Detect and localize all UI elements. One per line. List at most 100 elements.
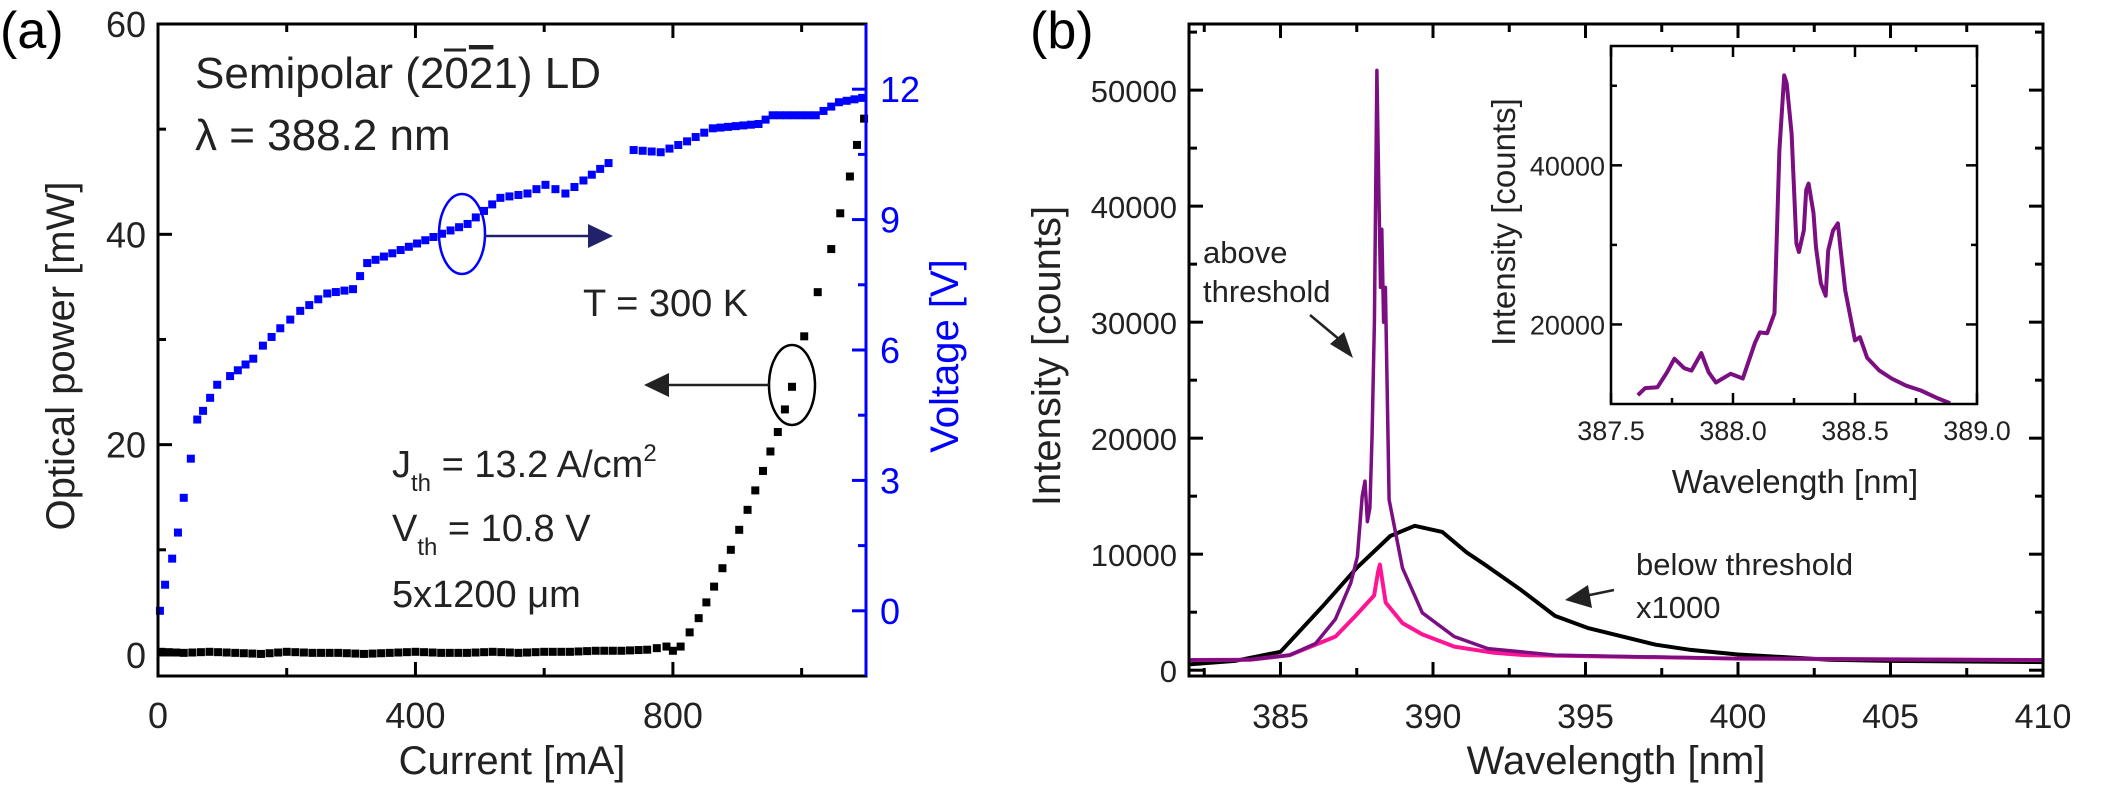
panel-b-plot-frame <box>1187 22 2045 678</box>
power-point <box>860 114 869 123</box>
y-tick-label: 50000 <box>1091 74 1177 109</box>
y-tick-label: 30000 <box>1091 306 1177 341</box>
voltage-point <box>834 98 843 107</box>
panel-b-y-axis-title: Intensity [counts] <box>1025 206 1069 506</box>
voltage-point <box>379 252 388 261</box>
voltage-point <box>683 137 692 146</box>
voltage-point <box>438 229 447 238</box>
power-point <box>308 648 317 657</box>
voltage-point <box>579 176 588 185</box>
voltage-point <box>471 213 480 222</box>
voltage-point <box>768 111 777 120</box>
inset-x-tick-label: 387.5 <box>1577 416 1645 446</box>
temperature-label: T = 300 K <box>583 283 748 325</box>
voltage-point <box>173 528 182 537</box>
power-point <box>759 466 768 475</box>
series-line-spontaneous <box>1189 562 2043 662</box>
y-tick-label: 0 <box>126 635 146 676</box>
power-point <box>827 245 836 254</box>
power-point <box>265 649 274 658</box>
device-label: Semipolar (2021) LD <box>195 49 601 98</box>
voltage-point <box>168 554 177 563</box>
voltage-point <box>241 360 250 369</box>
power-point <box>505 648 514 657</box>
voltage-point <box>396 246 405 255</box>
below-threshold-arrow-head <box>1565 585 1592 608</box>
voltage-point <box>570 183 579 191</box>
voltage-point <box>551 185 560 194</box>
power-point <box>394 648 403 657</box>
power-point <box>248 649 257 658</box>
power-point <box>668 646 677 655</box>
voltage-point <box>371 255 380 264</box>
voltage-point <box>161 580 170 589</box>
y-tick-label: 60 <box>106 4 146 45</box>
voltage-point <box>811 111 820 120</box>
x-tick-label: 800 <box>643 695 703 736</box>
inset-x-tick-label: 388.0 <box>1699 416 1767 446</box>
power-point <box>845 172 854 181</box>
power-point <box>514 648 523 657</box>
voltage-point <box>429 232 438 241</box>
above-threshold-arrow-head <box>1330 332 1353 358</box>
voltage-point <box>842 96 851 105</box>
power-point <box>462 648 471 657</box>
power-point <box>523 648 532 657</box>
voltage-point <box>331 288 340 297</box>
below-threshold-label: below threshold x1000 <box>1636 547 1862 625</box>
voltage-point <box>523 189 532 198</box>
power-point <box>662 642 671 651</box>
x-tick-label: 410 <box>2015 698 2072 736</box>
overbar-digit: 2 <box>469 49 493 98</box>
power-point <box>188 648 197 657</box>
voltage-point <box>186 454 195 463</box>
voltage-point <box>819 106 828 115</box>
panel-a-data <box>155 93 869 658</box>
jth-label: Jth = 13.2 A/cm2 <box>392 440 657 497</box>
power-point <box>488 647 497 656</box>
voltage-point <box>629 146 638 155</box>
power-point <box>565 647 574 656</box>
power-point <box>800 332 809 341</box>
panel-b: (b) 385 390 395 400 405 410 0 10000 20000 30000 40… <box>1025 2 2071 783</box>
voltage-point <box>199 406 208 415</box>
voltage-point <box>296 306 305 315</box>
voltage-point <box>213 380 222 389</box>
voltage-point <box>155 606 164 615</box>
x-tick-label: 400 <box>1710 698 1767 736</box>
panel-b-data <box>1189 68 2043 667</box>
power-point <box>179 648 188 657</box>
power-point <box>497 648 506 657</box>
voltage-point <box>314 295 323 304</box>
panel-a-y-axis-title: Optical power [mW] <box>39 182 83 531</box>
power-point <box>411 647 420 656</box>
voltage-point <box>206 393 215 402</box>
voltage-point <box>388 249 397 258</box>
panel-b-label: (b) <box>1030 2 1094 60</box>
voltage-point <box>731 122 740 131</box>
power-point <box>735 525 744 534</box>
y-right-tick-label: 12 <box>880 69 920 110</box>
power-point <box>274 648 283 657</box>
voltage-point <box>305 301 314 310</box>
power-point <box>548 647 557 656</box>
voltage-point <box>708 124 717 133</box>
power-point <box>214 648 223 657</box>
power-point <box>676 642 685 651</box>
wavelength-label: λ = 388.2 nm <box>195 111 451 160</box>
voltage-point <box>754 119 763 128</box>
y-right-tick-label: 3 <box>880 460 900 501</box>
voltage-callout-ellipse <box>437 192 487 276</box>
inset-x-tick-label: 389.0 <box>1943 416 2011 446</box>
x-tick-label: 385 <box>1252 698 1309 736</box>
power-point <box>454 648 463 657</box>
voltage-point <box>323 289 332 298</box>
power-point <box>480 648 489 657</box>
power-point <box>471 648 480 657</box>
power-callout-arrow-head <box>644 373 669 397</box>
power-point <box>256 649 265 658</box>
voltage-point <box>532 185 541 194</box>
power-point <box>342 649 351 658</box>
voltage-point <box>404 242 413 251</box>
power-point <box>164 648 173 657</box>
